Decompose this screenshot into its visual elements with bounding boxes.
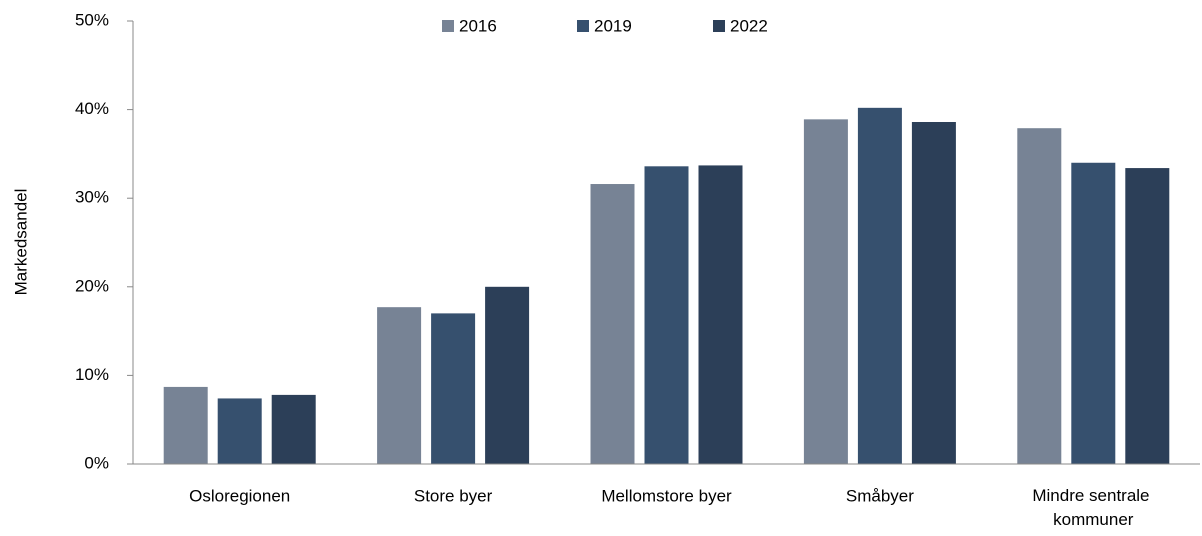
x-tick-label: Mindre sentrale kommuner xyxy=(1032,486,1154,529)
bar xyxy=(163,386,208,464)
bar xyxy=(644,166,689,464)
legend-swatch xyxy=(713,20,725,32)
y-tick-label: 10% xyxy=(75,365,109,384)
legend-swatch xyxy=(442,20,454,32)
y-tick-label: 30% xyxy=(75,188,109,207)
x-tick-label: Osloregionen xyxy=(189,486,290,505)
x-tick-label: Småbyer xyxy=(846,486,914,505)
bar xyxy=(1017,128,1062,464)
legend-swatch xyxy=(577,20,589,32)
bar xyxy=(1125,168,1170,465)
bar xyxy=(431,313,476,464)
bar xyxy=(590,184,635,465)
y-tick-label: 50% xyxy=(75,10,109,29)
legend-label: 2019 xyxy=(594,16,632,35)
bar xyxy=(911,122,956,464)
bar xyxy=(271,394,316,464)
y-tick-label: 20% xyxy=(75,276,109,295)
y-axis-label: Markedsandel xyxy=(11,189,30,296)
legend-label: 2016 xyxy=(459,16,497,35)
legend-label: 2022 xyxy=(730,16,768,35)
x-tick-label: Store byer xyxy=(414,486,493,505)
bar xyxy=(803,119,848,464)
y-tick-label: 40% xyxy=(75,99,109,118)
bar xyxy=(377,307,422,464)
y-tick-label: 0% xyxy=(84,453,109,472)
bar xyxy=(1071,162,1116,464)
bar xyxy=(485,286,530,464)
bar xyxy=(857,107,902,464)
bar xyxy=(698,165,743,464)
bar xyxy=(217,398,262,464)
x-tick-label: Mellomstore byer xyxy=(601,486,732,505)
